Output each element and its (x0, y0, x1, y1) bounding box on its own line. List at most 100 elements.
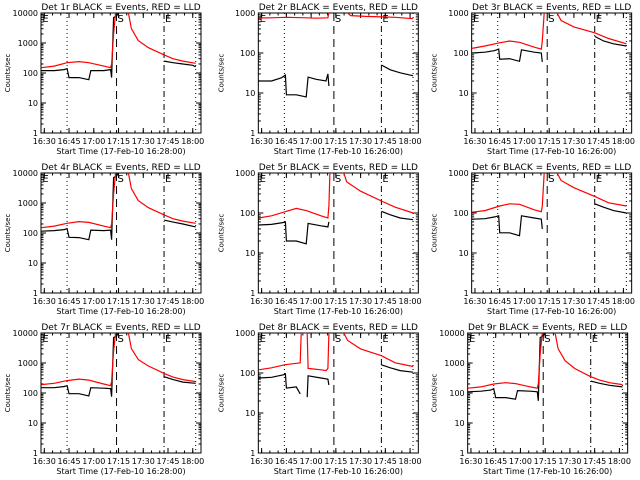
y-tick-label: 10 (245, 409, 255, 418)
y-tick-label: 1000 (235, 329, 255, 338)
y-tick-label: 1 (33, 129, 38, 138)
x-tick-label: 17:00 (300, 457, 323, 466)
chart-panel-9: 1 10 100 1000 10000 16:30 16:45 17:00 17:15 17:30… (431, 323, 631, 476)
x-tick-label: 17:00 (509, 457, 532, 466)
series-line-events (41, 173, 196, 241)
y-tick-label: 1000 (444, 359, 464, 368)
x-tick-label: 16:30 (459, 457, 482, 466)
plot-frame (471, 172, 633, 294)
x-axis-label: Start Time (17-Feb-10 16:26:00) (487, 147, 616, 156)
y-tick-label: 100 (453, 209, 468, 218)
x-tick-label: 17:00 (513, 297, 536, 306)
marker-letter-S: S (548, 174, 554, 185)
series-line-events (41, 13, 196, 81)
plot-frame (257, 12, 419, 134)
marker-letter-E: E (382, 334, 388, 345)
x-tick-label: 16:30 (463, 137, 486, 146)
series-line-lld (258, 333, 414, 372)
x-tick-label: 16:30 (33, 297, 56, 306)
x-tick-label: 16:45 (275, 457, 298, 466)
x-axis-label: Start Time (17-Feb-10 16:28:00) (56, 467, 185, 476)
y-tick-label: 1 (464, 289, 469, 298)
y-tick-label: 1 (460, 449, 465, 458)
x-tick-label: 18:00 (608, 457, 631, 466)
x-tick-label: 17:30 (132, 457, 155, 466)
y-tick-label: 100 (23, 389, 38, 398)
x-tick-label: 17:30 (132, 297, 155, 306)
marker-letter-E: E (382, 174, 388, 185)
x-tick-label: 17:00 (513, 137, 536, 146)
chart-panel-7: 1 10 100 1000 10000 16:30 16:45 17:00 17:15 17:30… (4, 323, 204, 476)
x-tick-label: 18:00 (399, 457, 422, 466)
chart-panel-1: 1 10 100 1000 10000 16:30 16:45 17:00 17:15 17:30… (4, 3, 204, 156)
marker-letter-S: S (335, 174, 341, 185)
y-tick-label: 100 (240, 369, 255, 378)
marker-letter-E: E (42, 334, 48, 345)
chart-panel-3: 1 10 100 1000 16:30 16:45 17:00 17:15 17:30 17:45… (431, 3, 635, 156)
plot-frame (257, 172, 419, 294)
chart-title: Det 3r BLACK = Events, RED = LLD (472, 3, 631, 13)
y-tick-label: 100 (23, 229, 38, 238)
x-tick-label: 17:15 (324, 137, 347, 146)
chart-title: Det 6r BLACK = Events, RED = LLD (472, 163, 631, 173)
x-tick-label: 18:00 (399, 137, 422, 146)
x-tick-label: 18:00 (181, 457, 204, 466)
x-axis-label: Start Time (17-Feb-10 16:26:00) (483, 467, 612, 476)
series-line-events (258, 210, 414, 245)
x-tick-label: 16:45 (58, 457, 81, 466)
y-tick-label: 10 (28, 99, 38, 108)
x-tick-label: 17:00 (82, 297, 105, 306)
x-axis-label: Start Time (17-Feb-10 16:26:00) (487, 307, 616, 316)
plot-frame (40, 12, 202, 134)
series-line-events (471, 203, 627, 237)
marker-letter-S: S (118, 174, 124, 185)
x-tick-label: 17:15 (107, 297, 130, 306)
x-tick-label: 17:45 (587, 297, 610, 306)
x-tick-label: 17:30 (349, 137, 372, 146)
marker-letter-S: S (335, 334, 341, 345)
x-tick-label: 16:45 (484, 457, 507, 466)
y-tick-label: 10 (245, 249, 255, 258)
marker-letter-E: E (596, 14, 602, 25)
y-tick-label: 1 (250, 449, 255, 458)
x-tick-label: 17:30 (349, 297, 372, 306)
marker-letter-S: S (548, 14, 554, 25)
x-tick-label: 18:00 (399, 297, 422, 306)
x-tick-label: 16:30 (463, 297, 486, 306)
x-tick-label: 17:15 (107, 137, 130, 146)
chart-panel-2: 1 10 100 1000 16:30 16:45 17:00 17:15 17:30 17:45… (217, 3, 421, 156)
y-tick-label: 1 (33, 289, 38, 298)
y-tick-label: 1000 (18, 199, 38, 208)
x-axis-label: Start Time (17-Feb-10 16:28:00) (56, 307, 185, 316)
chart-title: Det 5r BLACK = Events, RED = LLD (259, 163, 418, 173)
y-tick-label: 10000 (13, 169, 38, 178)
x-tick-label: 16:45 (488, 297, 511, 306)
x-tick-label: 17:00 (300, 297, 323, 306)
chart-panel-5: 1 10 100 1000 16:30 16:45 17:00 17:15 17:30 17:45… (217, 163, 421, 316)
chart-title: Det 1r BLACK = Events, RED = LLD (41, 3, 200, 13)
x-axis-label: Start Time (17-Feb-10 16:26:00) (274, 467, 403, 476)
y-tick-label: 1000 (235, 169, 255, 178)
marker-letter-E: E (596, 174, 602, 185)
x-tick-label: 17:15 (534, 457, 557, 466)
x-tick-label: 17:15 (324, 457, 347, 466)
y-axis-label: Counts/sec (431, 214, 439, 253)
x-tick-label: 17:30 (132, 137, 155, 146)
marker-letter-E: E (260, 14, 266, 25)
y-tick-label: 10 (28, 419, 38, 428)
x-axis-label: Start Time (17-Feb-10 16:26:00) (274, 147, 403, 156)
y-tick-label: 1000 (448, 169, 468, 178)
x-tick-label: 17:45 (156, 297, 179, 306)
y-tick-label: 10000 (13, 9, 38, 18)
y-tick-label: 10000 (439, 329, 464, 338)
x-tick-label: 17:45 (156, 137, 179, 146)
marker-letter-E: E (473, 14, 479, 25)
marker-letter-E: E (382, 14, 388, 25)
marker-letter-E: E (165, 334, 171, 345)
chart-title: Det 7r BLACK = Events, RED = LLD (41, 323, 200, 333)
chart-title: Det 9r BLACK = Events, RED = LLD (468, 323, 627, 333)
plot-frame (40, 332, 202, 454)
y-tick-label: 1 (250, 289, 255, 298)
marker-letter-S: S (544, 334, 550, 345)
y-tick-label: 100 (240, 209, 255, 218)
